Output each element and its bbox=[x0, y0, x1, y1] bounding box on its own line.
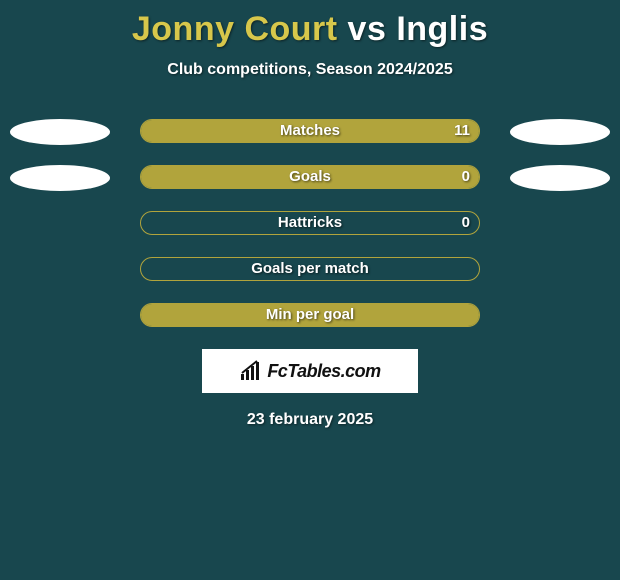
stat-row: Goals per match bbox=[0, 257, 620, 281]
stat-rows: Matches11 Goals0 Hattricks0 Goals per match… bbox=[0, 119, 620, 327]
vs-label: vs bbox=[348, 10, 387, 48]
stat-bar bbox=[140, 257, 480, 281]
stat-bar-left bbox=[141, 166, 479, 188]
stat-bar bbox=[140, 165, 480, 189]
stat-bar-left bbox=[141, 120, 479, 142]
stat-row: Matches11 bbox=[0, 119, 620, 143]
player2-name: Inglis bbox=[396, 10, 488, 48]
stat-bar-left bbox=[141, 304, 479, 326]
player2-avatar-placeholder bbox=[510, 119, 610, 145]
date-label: 23 february 2025 bbox=[0, 411, 620, 429]
stat-bar bbox=[140, 303, 480, 327]
stat-row: Goals0 bbox=[0, 165, 620, 189]
comparison-title: Jonny Court vs Inglis bbox=[0, 0, 620, 49]
chart-icon bbox=[239, 360, 263, 382]
subtitle: Club competitions, Season 2024/2025 bbox=[0, 61, 620, 79]
player1-avatar-placeholder bbox=[10, 165, 110, 191]
stat-row: Hattricks0 bbox=[0, 211, 620, 235]
brand-text: FcTables.com bbox=[267, 361, 380, 382]
stat-bar bbox=[140, 119, 480, 143]
player1-name: Jonny Court bbox=[132, 10, 338, 48]
player1-avatar-placeholder bbox=[10, 119, 110, 145]
stat-bar bbox=[140, 211, 480, 235]
stat-row: Min per goal bbox=[0, 303, 620, 327]
player2-avatar-placeholder bbox=[510, 165, 610, 191]
brand-badge: FcTables.com bbox=[202, 349, 418, 393]
